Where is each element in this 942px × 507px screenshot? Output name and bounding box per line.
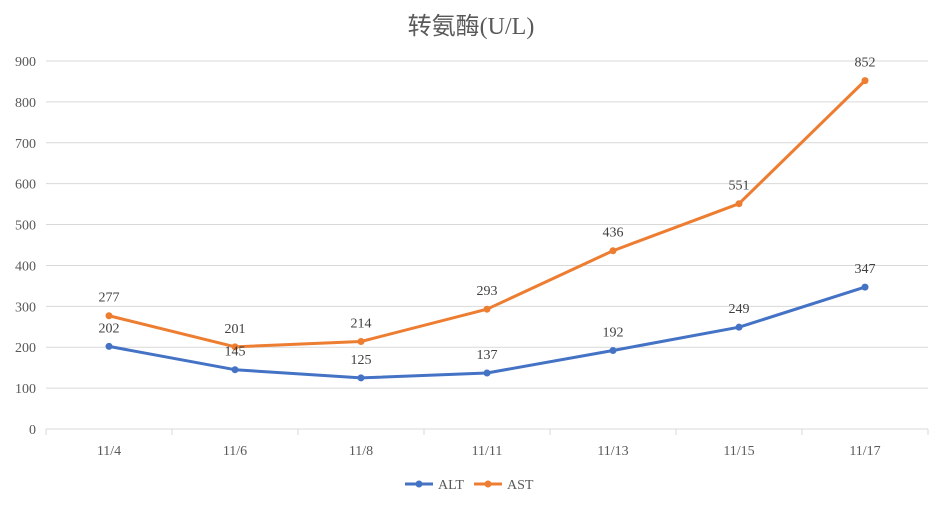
grid-lines: [46, 60, 928, 389]
ast-point: [483, 305, 491, 313]
x-tick-label: 11/13: [597, 444, 628, 459]
chart-title: 转氨酶(U/L): [408, 13, 535, 40]
ast-legend-marker: [484, 480, 492, 488]
alt-point: [105, 342, 113, 350]
x-tick-label: 11/11: [472, 444, 503, 459]
alt-point: [861, 283, 869, 291]
ast-data-label: 852: [855, 56, 876, 71]
y-tick-label: 400: [15, 259, 36, 274]
alt-point: [483, 369, 491, 377]
ast-data-label: 551: [729, 179, 750, 194]
alt-point: [231, 366, 239, 374]
x-tick-label: 11/6: [223, 444, 247, 459]
y-tick-label: 800: [15, 96, 36, 111]
y-tick-label: 100: [15, 382, 36, 397]
ast-data-label: 277: [99, 291, 120, 306]
y-axis: 0 100 200 300 400 500 600 700 800 900: [15, 55, 36, 438]
ast-point: [861, 77, 869, 85]
alt-point: [735, 323, 743, 331]
y-tick-label: 700: [15, 137, 36, 152]
ast-point: [357, 337, 365, 345]
x-tick-label: 11/15: [723, 444, 754, 459]
alt-data-label: 347: [855, 262, 876, 277]
y-tick-label: 600: [15, 178, 36, 193]
y-tick-label: 0: [29, 423, 36, 438]
ast-data-label: 293: [477, 284, 498, 299]
ast-data-label: 214: [351, 316, 372, 331]
x-tick-label: 11/4: [97, 444, 121, 459]
alt-data-label: 125: [351, 353, 372, 368]
y-tick-label: 300: [15, 300, 36, 315]
alt-data-label: 145: [225, 345, 246, 360]
ast-point: [105, 312, 113, 320]
ast-point: [231, 343, 239, 351]
alt-legend-label: ALT: [438, 478, 464, 493]
alt-point: [609, 346, 617, 354]
ast-point: [609, 247, 617, 255]
alt-data-label: 202: [99, 321, 120, 336]
alt-data-label: 192: [603, 325, 624, 340]
y-tick-label: 200: [15, 341, 36, 356]
alt-legend-marker: [415, 480, 423, 488]
series-group: [105, 77, 869, 382]
x-axis: 11/4 11/6 11/8 11/11 11/13 11/15 11/17: [45, 428, 929, 459]
alt-data-label: 249: [729, 302, 750, 317]
legend: ALT AST: [405, 478, 534, 493]
y-tick-label: 500: [15, 219, 36, 234]
data-labels: 202 145 125 137 192 249 347 277 201 214 293 436 551 8…: [99, 56, 876, 368]
x-tick-label: 11/17: [849, 444, 880, 459]
y-tick-label: 900: [15, 55, 36, 70]
alt-line: [107, 285, 867, 380]
ast-data-label: 436: [603, 226, 624, 241]
ast-point: [735, 200, 743, 208]
ast-data-label: 201: [225, 322, 246, 337]
alt-data-label: 137: [477, 348, 498, 363]
ast-legend-label: AST: [507, 478, 534, 493]
alt-point: [357, 374, 365, 382]
x-tick-label: 11/8: [349, 444, 373, 459]
